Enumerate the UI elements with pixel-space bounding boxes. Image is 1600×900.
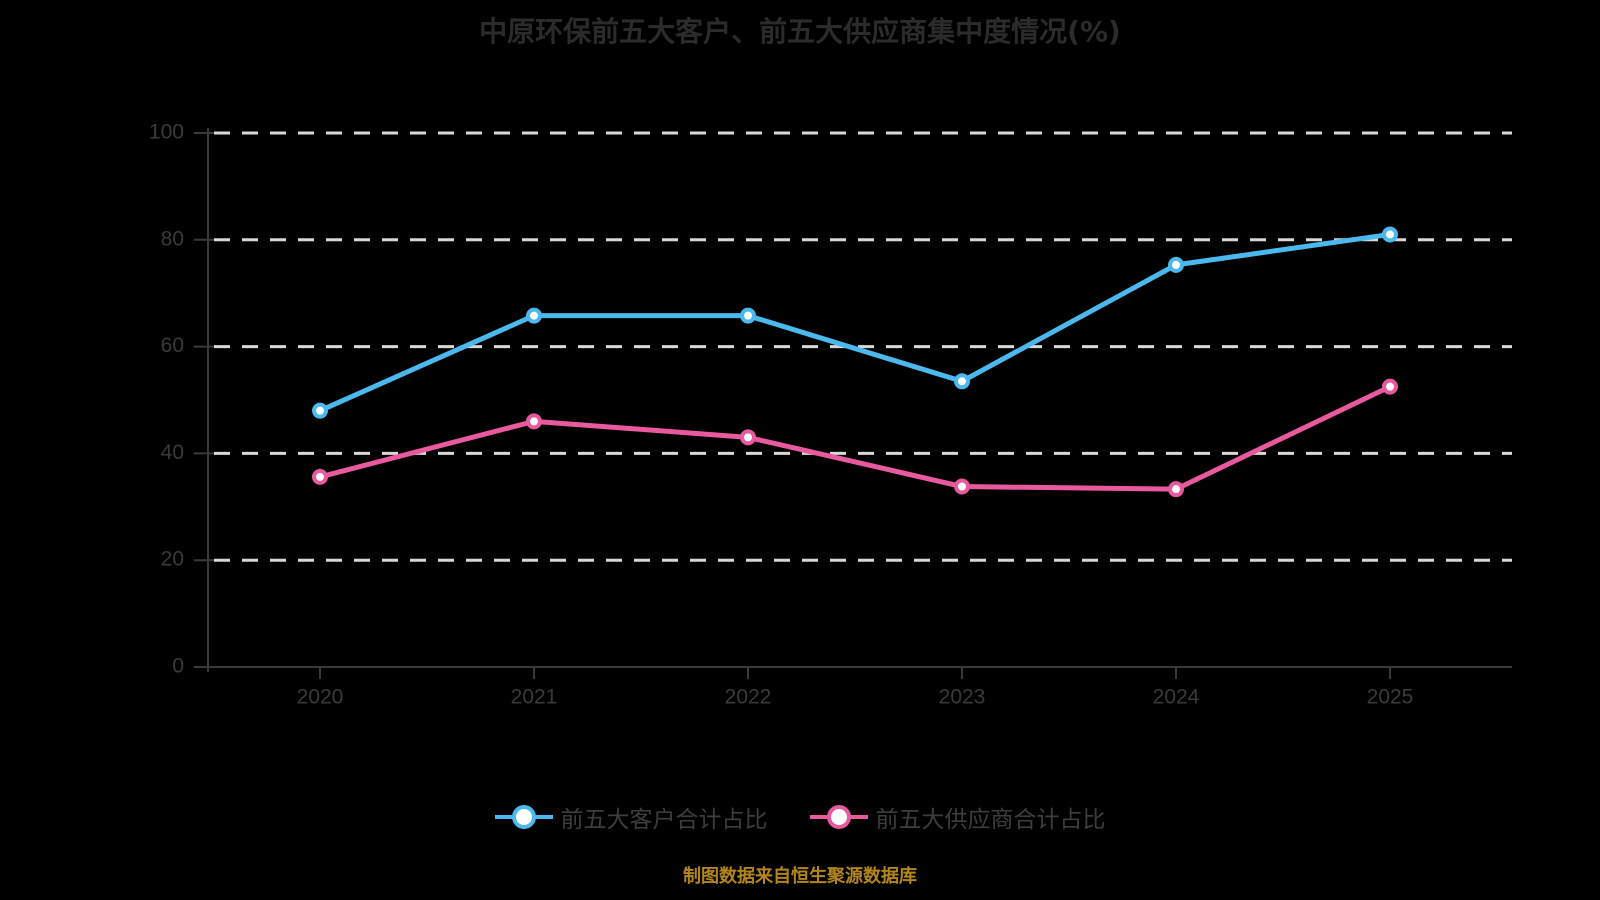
y-tick-marks xyxy=(194,132,214,668)
legend-label-suppliers: 前五大供应商合计占比 xyxy=(875,807,1106,833)
svg-text:2024: 2024 xyxy=(1153,685,1200,708)
gridlines xyxy=(214,131,1512,562)
chart-legend: 前五大客户合计占比 前五大供应商合计占比 xyxy=(0,800,1600,834)
svg-text:40: 40 xyxy=(161,441,184,464)
series-lines xyxy=(317,231,1393,492)
series-markers xyxy=(312,226,1398,498)
legend-swatch-suppliers xyxy=(809,805,868,829)
svg-text:80: 80 xyxy=(161,227,184,250)
data-point[interactable] xyxy=(954,373,970,390)
legend-item-suppliers[interactable]: 前五大供应商合计占比 xyxy=(809,800,1106,834)
y-tick-labels: 0 20 40 60 80 100 xyxy=(149,121,184,678)
data-point[interactable] xyxy=(1168,256,1184,273)
data-point[interactable] xyxy=(312,402,328,419)
source-note: 制图数据来自恒生聚源数据库 xyxy=(683,866,917,887)
x-tick-marks xyxy=(319,667,1391,679)
svg-text:2021: 2021 xyxy=(511,685,558,708)
svg-text:2023: 2023 xyxy=(939,685,986,708)
svg-text:0: 0 xyxy=(172,655,184,678)
legend-label-customers: 前五大客户合计占比 xyxy=(560,807,768,833)
x-tick-labels: 2020 2021 2022 2023 2024 2025 xyxy=(297,685,1414,708)
svg-text:2022: 2022 xyxy=(725,685,772,708)
data-point[interactable] xyxy=(740,429,756,446)
legend-item-customers[interactable]: 前五大客户合计占比 xyxy=(494,800,768,834)
svg-text:2025: 2025 xyxy=(1367,685,1414,708)
svg-text:100: 100 xyxy=(149,121,184,144)
line-chart-plot: 0 20 40 60 80 100 2020 2021 2022 2023 2024 2025 xyxy=(149,121,1512,708)
svg-text:2020: 2020 xyxy=(297,685,344,708)
data-point[interactable] xyxy=(954,478,970,495)
page-title: 中原环保前五大客户、前五大供应商集中度情况(%) xyxy=(479,15,1121,48)
data-point[interactable] xyxy=(526,413,542,430)
data-point[interactable] xyxy=(1168,481,1184,498)
data-point[interactable] xyxy=(526,307,542,324)
svg-text:60: 60 xyxy=(161,334,184,357)
data-point[interactable] xyxy=(1382,378,1398,395)
data-point[interactable] xyxy=(312,468,328,485)
svg-text:20: 20 xyxy=(161,548,184,571)
data-point[interactable] xyxy=(1382,226,1398,243)
data-point[interactable] xyxy=(740,307,756,324)
legend-swatch-customers xyxy=(494,805,553,829)
